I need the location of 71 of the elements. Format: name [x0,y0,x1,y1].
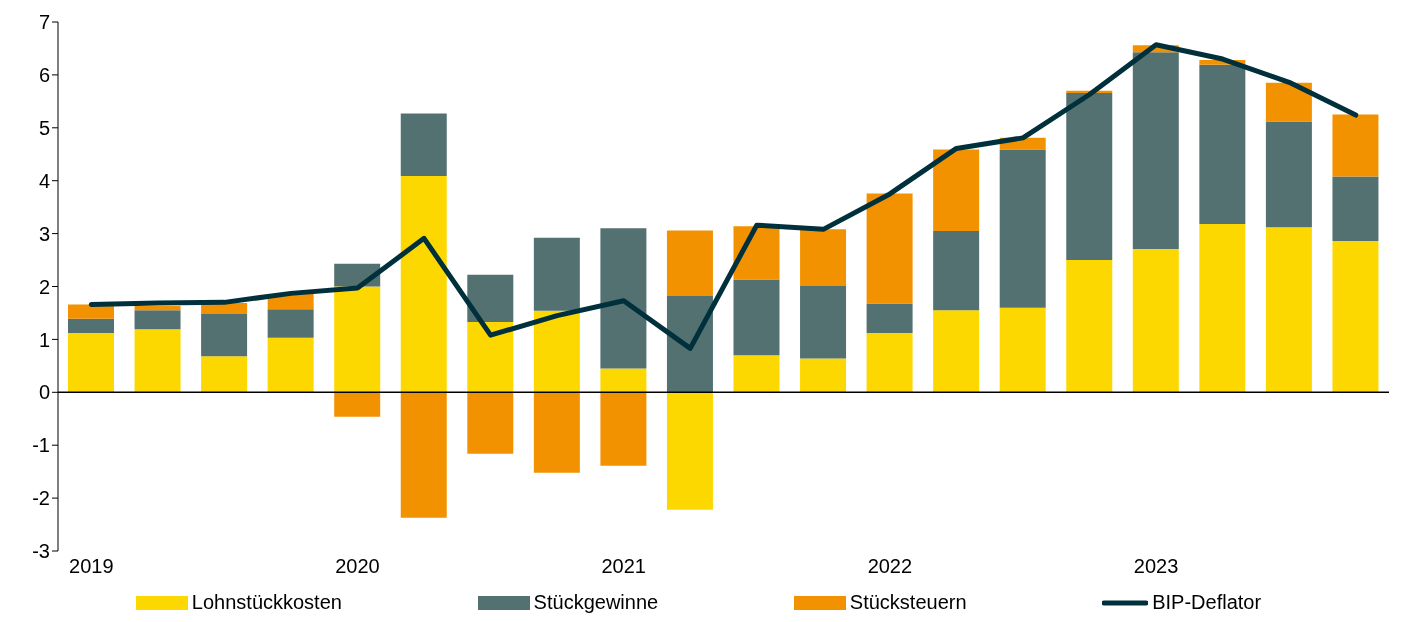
bar [400,392,447,518]
bar [999,307,1046,393]
bar [1199,64,1246,225]
x-tick-label: 2019 [69,555,114,578]
bar [1199,224,1246,393]
y-tick-label: 7 [38,11,50,34]
bar [68,318,114,334]
x-tick-label: 2023 [1133,555,1179,578]
x-tick-label: 2021 [601,555,646,578]
bar [666,230,713,297]
bar [1332,176,1379,242]
bar [800,358,847,393]
bar [533,392,580,473]
legend-label: Lohnstückkosten [191,591,342,614]
bar [866,303,913,334]
bar [1265,227,1312,393]
bar [201,314,248,357]
bar [467,392,514,454]
bar [533,310,580,393]
bar [467,274,514,322]
bar [666,392,713,510]
y-tick-label: 2 [38,275,50,298]
bar [334,286,381,393]
y-tick-label: 3 [38,222,50,245]
y-tick-label: 6 [38,64,50,86]
bar [866,333,913,393]
bar [1265,82,1312,122]
y-tick-label: -1 [32,434,50,457]
bar [134,329,181,393]
bar [933,310,980,393]
bar [1332,114,1379,177]
bar [1132,248,1179,393]
bar [334,392,381,417]
y-tick-label: 5 [38,116,50,139]
bar [400,175,447,393]
bar [1066,92,1113,261]
legend-label: Stücksteuern [849,591,967,614]
bar [267,337,314,393]
y-tick-label: 0 [38,381,50,404]
legend-label: BIP-Deflator [1152,591,1262,614]
bar [68,333,114,393]
bar [733,279,780,356]
bar [600,228,647,369]
x-tick-label: 2022 [867,555,913,578]
bar [933,149,980,231]
bar [400,113,447,176]
bar [1332,241,1379,393]
bar [600,392,647,466]
bar [866,193,913,304]
bar [1265,121,1312,228]
legend-label: Stückgewinne [533,591,659,614]
bar [800,229,847,286]
bar [134,310,181,330]
bar [467,321,514,393]
bar [800,285,847,359]
bar [933,230,980,311]
bar [1132,52,1179,249]
bar [201,356,248,393]
y-tick-label: -2 [32,487,50,510]
bar [999,149,1046,308]
bar [733,355,780,393]
bar [1066,260,1113,393]
bar [134,306,181,311]
x-tick-label: 2020 [335,555,380,578]
bar [533,237,580,311]
bar [600,368,647,393]
y-tick-label: 1 [38,328,50,351]
bar [267,309,314,338]
y-tick-label: 4 [38,169,50,192]
y-tick-label: -3 [32,540,50,563]
bar [666,296,713,393]
